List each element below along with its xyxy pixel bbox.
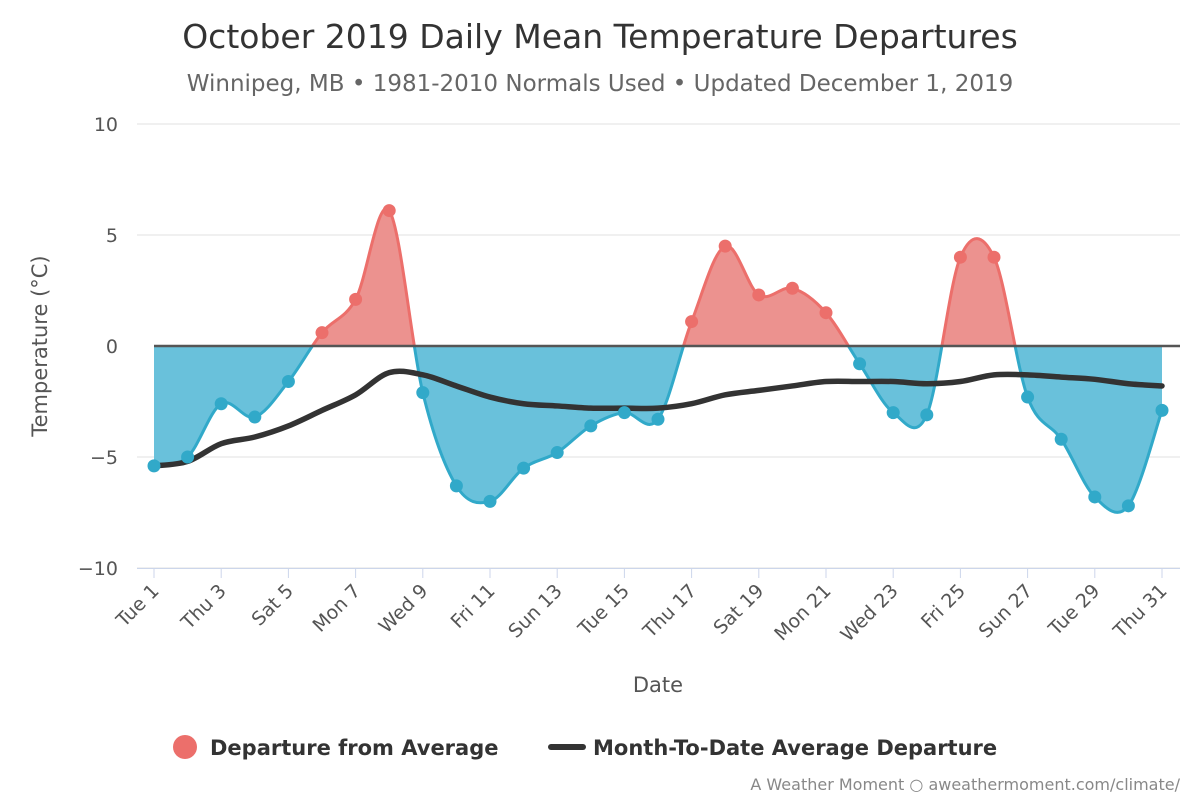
departure-point (181, 450, 195, 464)
y-axis-title: Temperature (°C) (28, 255, 52, 437)
month-to-date-average-line (151, 368, 1165, 469)
departure-points (147, 204, 1169, 513)
departure-point (483, 494, 497, 508)
departure-point (248, 410, 262, 424)
legend-marker-departure (173, 735, 197, 759)
x-tick-label: Mon 21 (770, 580, 835, 645)
chart-subtitle: Winnipeg, MB • 1981-2010 Normals Used • … (187, 71, 1013, 97)
y-tick-label: 10 (94, 114, 118, 136)
departure-point (1155, 403, 1169, 417)
departure-point (785, 281, 799, 295)
departure-point (886, 406, 900, 420)
y-tick-label: −5 (90, 447, 118, 469)
legend: Departure from Average Month-To-Date Ave… (173, 735, 997, 760)
above-average-outline (310, 207, 1017, 346)
y-tick-label: 5 (106, 225, 118, 247)
departure-point (617, 406, 631, 420)
departure-point (147, 459, 161, 473)
below-average-area (154, 346, 1162, 513)
departure-point (718, 239, 732, 253)
departure-point (349, 292, 363, 306)
departure-point (281, 375, 295, 389)
x-axis: Tue 1 Thu 3 Sat 5 Mon 7 Wed 9 Fri 11 Sun 13 Tue… (111, 568, 1180, 646)
x-axis-title: Date (633, 673, 683, 697)
x-tick-label: Wed 9 (375, 580, 433, 638)
x-tick-label: Thu 31 (1109, 580, 1172, 643)
x-tick-label: Fri 25 (917, 580, 970, 633)
x-tick-label: Tue 1 (111, 580, 163, 632)
below-average-outline (153, 346, 1164, 514)
departure-point (920, 408, 934, 422)
departure-point (987, 250, 1001, 264)
legend-item-average[interactable]: Month-To-Date Average Departure (548, 736, 997, 760)
x-tick-label: Fri 11 (447, 580, 500, 633)
departure-point (550, 446, 564, 460)
departure-point (953, 250, 967, 264)
departure-point (1088, 490, 1102, 504)
x-tick-label: Thu 17 (638, 580, 701, 643)
x-tick-label: Wed 23 (837, 580, 903, 646)
departure-point (752, 288, 766, 302)
x-tick-label: Sat 19 (709, 580, 768, 639)
x-tick-label: Tue 29 (1044, 580, 1105, 641)
departure-point (819, 306, 833, 320)
departure-point (853, 357, 867, 371)
chart-credit[interactable]: A Weather Moment ○ aweathermoment.com/cl… (750, 775, 1180, 794)
departure-point (315, 326, 329, 340)
above-average-area (154, 208, 1162, 346)
x-tick-label: Tue 15 (573, 580, 634, 641)
departure-point (517, 461, 531, 475)
y-tick-label: −10 (78, 558, 118, 580)
legend-label-departure: Departure from Average (210, 736, 498, 760)
departure-point (1021, 390, 1035, 404)
y-axis: 10 5 0 −5 −10 (78, 114, 118, 580)
departure-point (416, 386, 430, 400)
departure-point (382, 204, 396, 218)
departure-point (214, 397, 228, 411)
x-tick-label: Sun 27 (975, 580, 1037, 642)
departure-point (1054, 432, 1068, 446)
departure-point (449, 479, 463, 493)
y-tick-label: 0 (106, 336, 118, 358)
x-tick-label: Sun 13 (504, 580, 566, 642)
chart-title: October 2019 Daily Mean Temperature Depa… (182, 17, 1018, 56)
legend-item-departure[interactable]: Departure from Average (173, 735, 498, 760)
average-departure-line (151, 368, 1165, 469)
departure-point (584, 419, 598, 433)
legend-label-average: Month-To-Date Average Departure (593, 736, 997, 760)
departure-point (685, 315, 699, 329)
x-tick-label: Mon 7 (308, 580, 365, 637)
departure-point (651, 412, 665, 426)
x-tick-label: Sat 5 (248, 580, 298, 630)
x-tick-label: Thu 3 (176, 580, 230, 634)
departure-areas (153, 207, 1164, 514)
departure-point (1121, 499, 1135, 513)
